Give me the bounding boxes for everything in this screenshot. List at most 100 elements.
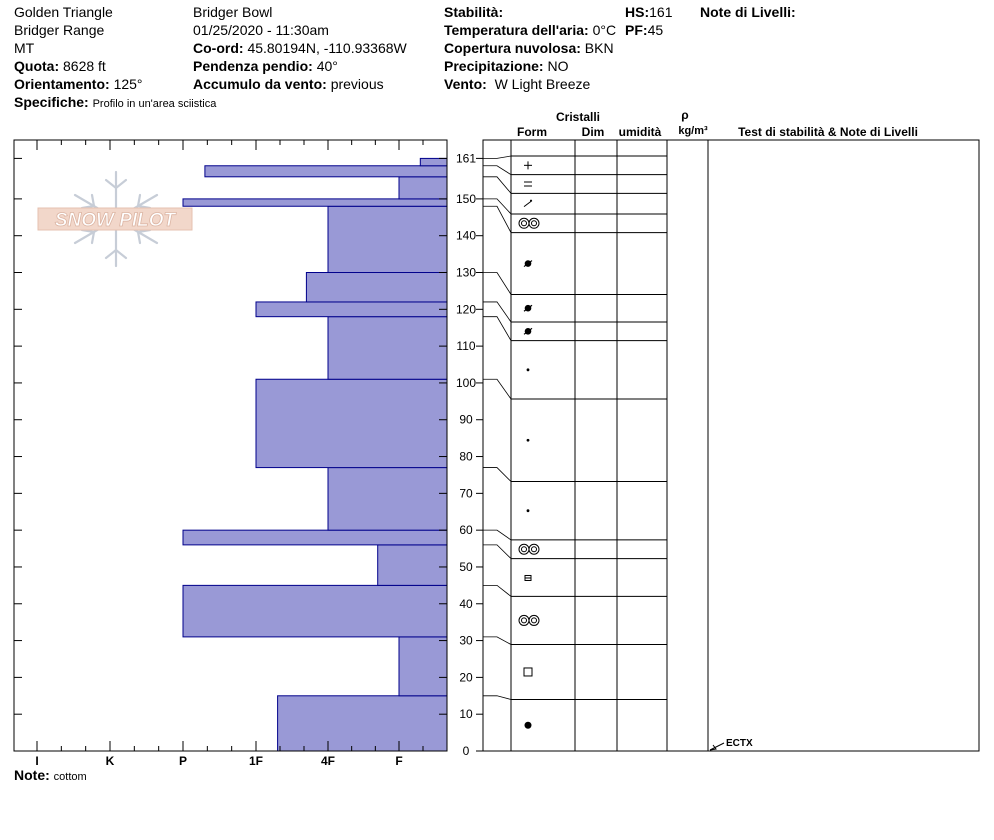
crystal-form-rounded-faceted-icon	[523, 327, 533, 335]
hardness-plot-frame	[13, 139, 448, 752]
hardness-bar-10	[327, 205, 448, 274]
aspect-value: 125°	[113, 76, 143, 92]
hardness-label: 4F	[321, 754, 335, 768]
crystal-form-hollow-cup-icon	[524, 574, 532, 581]
hardness-bar-4	[182, 529, 448, 546]
layer-connector	[483, 198, 512, 215]
crystal-form-dot-small-icon	[526, 509, 530, 513]
crystal-table: Cristalli Form Dim umidità ρ kg/m³ Test …	[482, 108, 980, 752]
hardness-bar-12	[398, 176, 448, 200]
crystal-form-dot-small-icon	[526, 438, 530, 442]
layer-connector	[483, 529, 512, 541]
depth-label: 0	[463, 744, 470, 758]
precipitation: Precipitazione: NO	[444, 57, 568, 75]
hardness-bar-14	[419, 157, 448, 167]
wind-loading-label: Accumulo da vento:	[193, 76, 327, 92]
specifics-label: Specifiche:	[14, 94, 89, 110]
hardness-bar-6	[255, 378, 448, 469]
hardness-bar-9	[305, 272, 448, 303]
hardness-bar-3	[377, 544, 448, 586]
form-header: Form	[517, 125, 547, 139]
layer-rows	[483, 155, 667, 729]
hardness-axis: I K P 1F 4F F	[35, 140, 424, 768]
hardness-bar-1	[398, 636, 448, 697]
depth-label: 50	[459, 560, 473, 574]
air-temperature: Temperatura dell'aria: 0°C	[444, 21, 616, 39]
depth-label: 161	[456, 151, 476, 165]
logo-band	[37, 207, 193, 231]
coord-value: 45.80194N, -110.93368W	[247, 40, 407, 56]
crystal-form-rounded-faceted-icon	[523, 260, 533, 268]
crystal-form-plus-icon	[524, 161, 532, 170]
specifics-value: Profilo in un'area sciistica	[92, 98, 217, 110]
logo-text: SNOW PILOT	[55, 210, 177, 231]
depth-label: 110	[456, 339, 475, 353]
slope-label: Pendenza pendio:	[193, 58, 313, 74]
layer-connector	[483, 695, 512, 700]
layer-connector	[483, 378, 512, 400]
layer-connector	[483, 636, 512, 645]
penetration: PF:45	[625, 21, 663, 39]
crystal-form-double-circle-icon	[518, 543, 540, 555]
depth-label: 40	[459, 597, 473, 611]
slope-value: 40°	[316, 58, 338, 74]
air-temp-label: Temperatura dell'aria:	[444, 22, 589, 38]
depth-label: 130	[456, 266, 476, 280]
depth-label: 10	[459, 707, 473, 721]
hardness-bar-0	[277, 695, 448, 752]
layer-connector	[483, 544, 512, 559]
crystal-form-decomposed-icon	[523, 199, 533, 208]
crystal-form-double-circle-icon	[518, 217, 540, 229]
size-header: Dim	[582, 125, 605, 139]
hardness-label: F	[395, 754, 402, 768]
density-unit: kg/m³	[678, 125, 708, 137]
datetime: 01/25/2020 - 11:30am	[193, 22, 329, 38]
cloud-label: Copertura nuvolosa:	[444, 40, 581, 56]
wind-label: Vento:	[444, 76, 487, 92]
crystal-form-dot-small-icon	[526, 368, 530, 372]
hardness-label: K	[106, 754, 115, 768]
hardness-label: I	[35, 754, 38, 768]
layer-notes-heading: Note di Livelli:	[700, 3, 796, 21]
crystals-header: Cristalli	[556, 110, 600, 124]
hardness-bar-8	[255, 301, 448, 318]
hardness-bar-13	[204, 165, 448, 178]
cloud-value: BKN	[584, 40, 614, 56]
range: Bridger Range	[14, 22, 105, 38]
layer-connector	[483, 301, 512, 323]
hardness-bars	[182, 157, 448, 752]
layer-connector	[483, 155, 512, 159]
note-value: cottom	[53, 771, 87, 783]
coordinates: Co-ord: 45.80194N, -110.93368W	[193, 39, 407, 57]
stability: Stabilità:	[444, 3, 503, 21]
stability-tests: ECTX	[709, 738, 753, 751]
layer-connector	[483, 205, 512, 233]
wind: Vento: W Light Breeze	[444, 75, 590, 93]
precip-value: NO	[547, 58, 569, 74]
table-frame	[482, 139, 980, 752]
hardness-label: 1F	[249, 754, 263, 768]
aspect: Orientamento: 125°	[14, 75, 143, 93]
cloud-cover: Copertura nuvolosa: BKN	[444, 39, 614, 57]
layer-notes-label: Note di Livelli:	[700, 4, 796, 20]
test-arrow-icon	[709, 744, 717, 751]
wind-loading-value: previous	[330, 76, 384, 92]
air-temp-value: 0°C	[592, 22, 617, 38]
area: Bridger Bowl	[193, 4, 273, 20]
hardness-label: P	[179, 754, 187, 768]
aspect-label: Orientamento:	[14, 76, 110, 92]
snowpilot-logo: SNOW PILOT	[37, 170, 193, 268]
depth-label: 140	[456, 229, 476, 243]
crystal-form-rounded-faceted-icon	[523, 304, 533, 312]
specifics: Specifiche: Profilo in un'area sciistica	[14, 93, 216, 113]
pf-value: 45	[647, 22, 664, 38]
layer-connector	[483, 176, 512, 194]
slope: Pendenza pendio: 40°	[193, 57, 338, 75]
hs-label: HS:	[625, 4, 650, 20]
depth-label: 30	[459, 634, 473, 648]
crystal-form-double-circle-icon	[518, 614, 540, 626]
wind-loading: Accumulo da vento: previous	[193, 75, 384, 93]
elevation: Quota: 8628 ft	[14, 57, 106, 75]
depth-label: 80	[459, 450, 473, 464]
